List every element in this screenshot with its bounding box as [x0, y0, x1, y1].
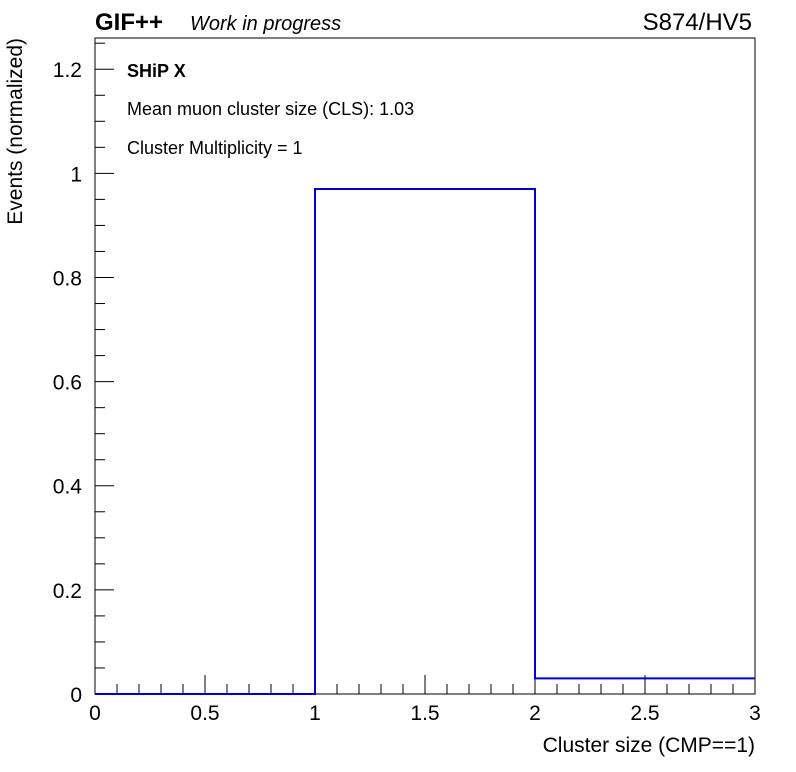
- y-tick-label: 1: [70, 163, 82, 186]
- histogram-bin-1: [315, 189, 535, 694]
- plot-frame: [94, 37, 756, 695]
- y-tick-label: 1.2: [53, 59, 82, 82]
- y-tick-label: 0.8: [53, 267, 82, 290]
- y-tick-label: 0.2: [53, 580, 82, 603]
- histogram-series: [95, 187, 755, 695]
- histogram-outline: [95, 187, 755, 695]
- run-label: S874/HV5: [643, 9, 752, 36]
- x-axis-title: Cluster size (CMP==1): [543, 734, 755, 757]
- x-tick-label: 0.5: [190, 702, 219, 725]
- x-tick-label: 0: [89, 702, 101, 725]
- experiment-label: GIF++: [95, 9, 163, 36]
- y-tick-label: 0.6: [53, 372, 82, 395]
- x-axis-tick-labels: 0 0.5 1 1.5 2 2.5 3: [89, 702, 761, 725]
- y-axis-ticks: [95, 42, 114, 695]
- x-tick-label: 1: [309, 702, 321, 725]
- mean-cls-label: Mean muon cluster size (CLS): 1.03: [127, 99, 414, 119]
- status-label: Work in progress: [190, 13, 341, 35]
- x-tick-label: 2.5: [630, 702, 659, 725]
- y-tick-label: 0.4: [53, 476, 83, 499]
- multiplicity-label: Cluster Multiplicity = 1: [127, 138, 303, 158]
- x-tick-label: 1.5: [410, 702, 439, 725]
- detector-label: SHiP X: [127, 61, 186, 81]
- y-axis-title: Events (normalized): [4, 38, 27, 225]
- y-axis-tick-labels: 0 0.2 0.4 0.6 0.8 1 1.2: [53, 59, 83, 707]
- x-tick-label: 3: [749, 702, 761, 725]
- y-tick-label: 0: [70, 684, 82, 707]
- x-tick-label: 2: [529, 702, 541, 725]
